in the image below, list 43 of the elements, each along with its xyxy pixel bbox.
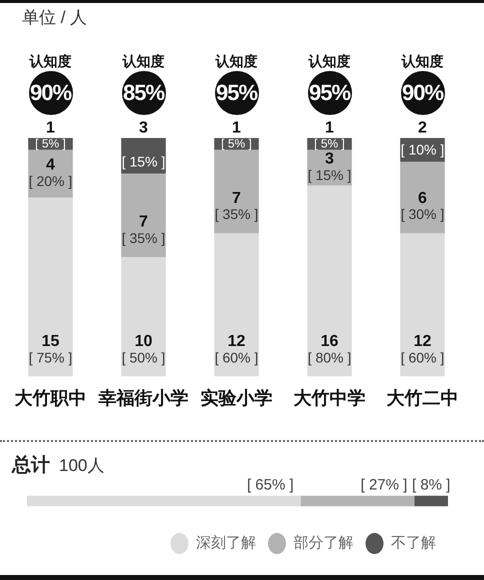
bar bbox=[400, 162, 445, 234]
text: 认知度 90% bbox=[402, 53, 444, 105]
bar bbox=[121, 138, 166, 174]
data-label: 2 [ 10% ] bbox=[400, 119, 444, 158]
bar bbox=[214, 150, 259, 234]
legend-label: 不了解 bbox=[391, 533, 436, 552]
data-label: 3 [ 15% ] bbox=[122, 119, 166, 170]
chart-subtitle: 100人 bbox=[59, 455, 104, 477]
data-label: 15 [ 75% ] bbox=[28, 332, 72, 366]
legend-label: 深刻了解 bbox=[196, 533, 256, 552]
bar bbox=[121, 257, 166, 376]
text: 认知度 85% bbox=[122, 53, 164, 105]
data-label: 16 [ 80% ] bbox=[308, 332, 352, 366]
data-label: [ 27% ] bbox=[360, 476, 408, 494]
data-label: 10 [ 50% ] bbox=[122, 332, 166, 366]
bar bbox=[307, 186, 352, 376]
bar bbox=[121, 174, 166, 258]
x-tick-label: 大竹职中 bbox=[14, 388, 86, 409]
legend-label: 部分了解 bbox=[294, 533, 354, 552]
chart-title: 总计 bbox=[12, 454, 50, 478]
x-tick-label: 实验小学 bbox=[200, 388, 272, 409]
data-label: 1 [ 5% ] bbox=[35, 119, 66, 150]
data-label: 12 [ 60% ] bbox=[400, 332, 444, 366]
bar bbox=[214, 233, 259, 376]
data-label: [ 65% ] bbox=[246, 476, 294, 494]
text: 认知度 95% bbox=[216, 53, 258, 105]
bar bbox=[28, 198, 73, 376]
x-tick-label: 幸福街小学 bbox=[98, 388, 188, 409]
bar bbox=[400, 233, 445, 376]
text: 认知度 95% bbox=[308, 53, 350, 105]
data-label: 7 [ 35% ] bbox=[214, 190, 258, 222]
x-tick-label: 大竹二中 bbox=[386, 388, 458, 409]
data-label: [ 8% ] bbox=[412, 476, 450, 494]
text: 认知度 90% bbox=[30, 53, 72, 105]
data-label: 7 [ 35% ] bbox=[122, 214, 166, 246]
data-label: 1 [ 5% ] bbox=[221, 119, 252, 150]
data-label: 12 [ 60% ] bbox=[214, 332, 258, 366]
data-label: 6 [ 30% ] bbox=[400, 190, 444, 222]
x-tick-label: 大竹中学 bbox=[292, 388, 366, 409]
data-label: 4 [ 20% ] bbox=[28, 156, 72, 190]
data-label: 1 [ 5% ] bbox=[314, 119, 345, 150]
data-label: 3 [ 15% ] bbox=[308, 150, 352, 184]
chart-subtitle: 单位 / 人 bbox=[22, 7, 88, 29]
